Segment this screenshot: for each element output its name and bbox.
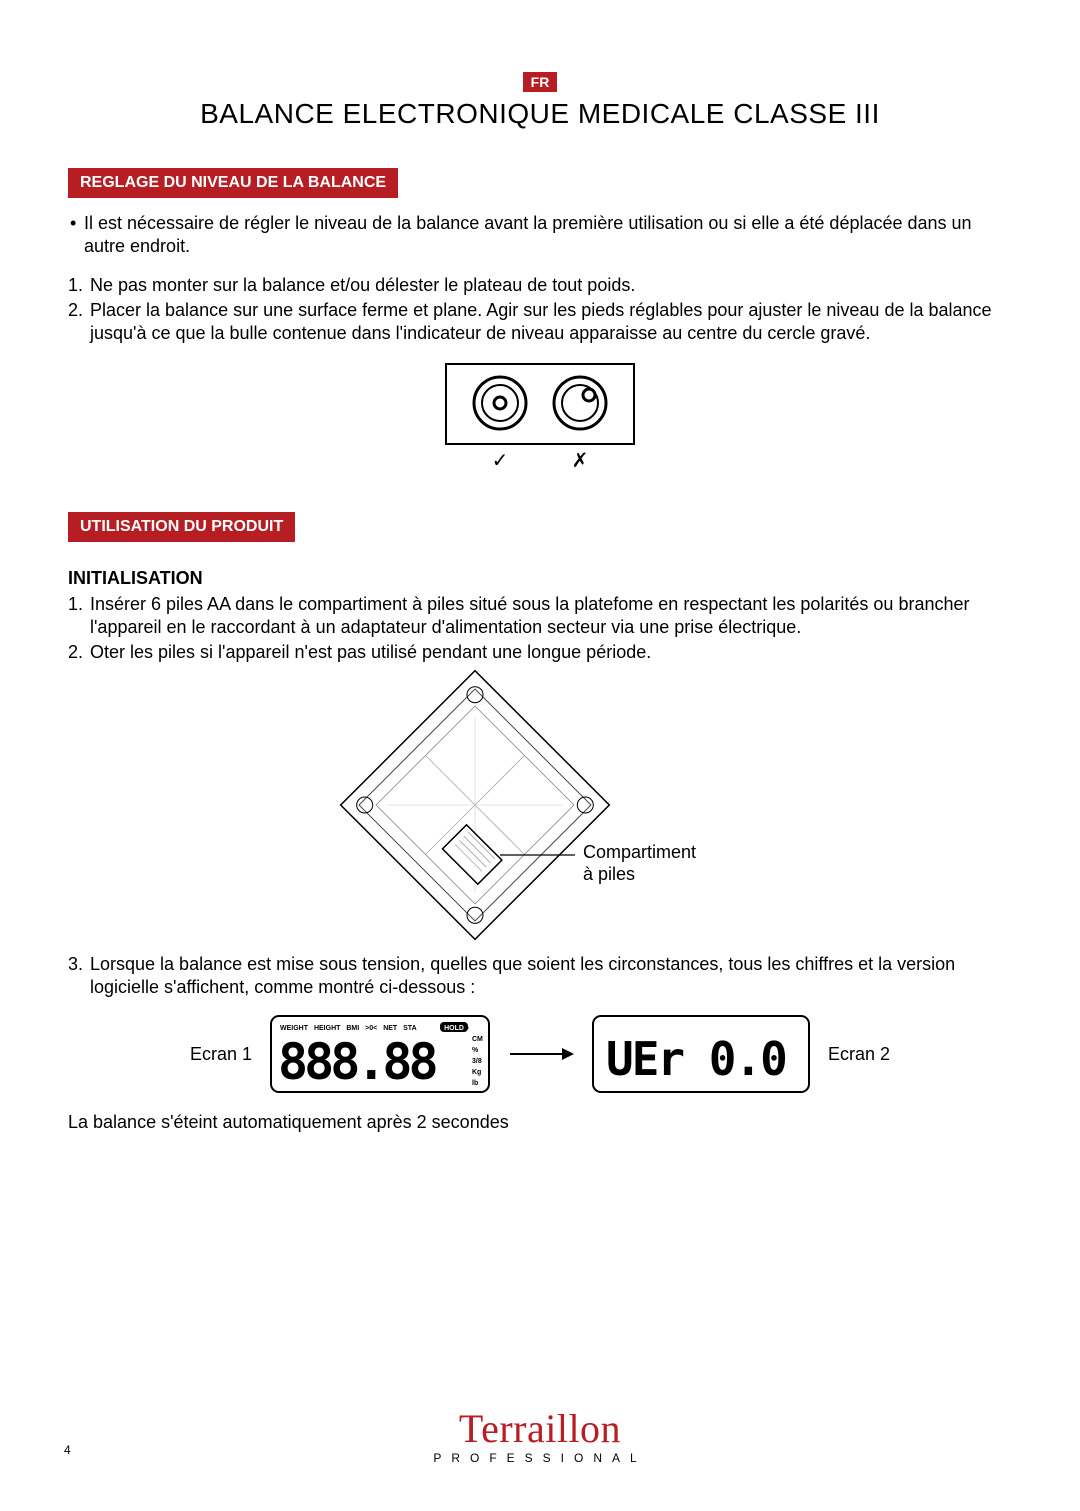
lcd-digits: 888.88 (278, 1033, 436, 1091)
step-text: Ne pas monter sur la balance et/ou déles… (90, 274, 635, 297)
screen2-label: Ecran 2 (828, 1044, 890, 1065)
screens-row: Ecran 1 WEIGHT HEIGHT BMI >0< NET STA HO… (68, 1015, 1012, 1093)
intro-bullet-text: Il est nécessaire de régler le niveau de… (84, 212, 1012, 258)
level-figure: ✓ ✗ (68, 363, 1012, 478)
step-item: Ne pas monter sur la balance et/ou déles… (68, 274, 1012, 297)
step-item: Insérer 6 piles AA dans le compartiment … (68, 593, 1012, 639)
unit-38: 3/8 (472, 1058, 482, 1065)
level-indicator-diagram: ✓ ✗ (445, 363, 635, 473)
lcd-screen-2: UEr 0.0 (592, 1015, 810, 1093)
section-label-reglage: REGLAGE DU NIVEAU DE LA BALANCE (68, 168, 398, 198)
step-item: Oter les piles si l'appareil n'est pas u… (68, 641, 1012, 664)
step-text: Placer la balance sur une surface ferme … (90, 299, 1012, 345)
step-text: Lorsque la balance est mise sous tension… (90, 953, 1012, 999)
step-item: Lorsque la balance est mise sous tension… (68, 953, 1012, 999)
intro-bullet: • Il est nécessaire de régler le niveau … (68, 212, 1012, 258)
arrow-icon (508, 1044, 574, 1064)
compartment-label-2: à piles (583, 864, 635, 884)
lcd-top-row: WEIGHT HEIGHT BMI >0< NET STA (280, 1025, 417, 1032)
check-icon: ✓ (492, 450, 509, 472)
scale-underside-figure: Compartiment à piles (68, 680, 1012, 935)
unit-pct: % (472, 1047, 479, 1054)
unit-lb: lb (472, 1080, 478, 1087)
section-label-utilisation: UTILISATION DU PRODUIT (68, 512, 295, 542)
step-text: Insérer 6 piles AA dans le compartiment … (90, 593, 1012, 639)
unit-kg: Kg (472, 1069, 481, 1076)
page-title: BALANCE ELECTRONIQUE MEDICALE CLASSE III (68, 98, 1012, 130)
bullet-dot: • (68, 212, 84, 258)
unit-cm: CM (472, 1036, 483, 1043)
step-item: Placer la balance sur une surface ferme … (68, 299, 1012, 345)
brand-subtitle: PROFESSIONAL (0, 1451, 1080, 1465)
screen1-label: Ecran 1 (190, 1044, 252, 1065)
cross-icon: ✗ (572, 450, 589, 472)
auto-off-note: La balance s'éteint automatiquement aprè… (68, 1111, 1012, 1134)
section2-step-3: Lorsque la balance est mise sous tension… (68, 953, 1012, 999)
section2-steps-12: Insérer 6 piles AA dans le compartiment … (68, 593, 1012, 664)
scale-underside-diagram: Compartiment à piles (325, 680, 755, 930)
brand-name: Terraillon (0, 1409, 1080, 1449)
manual-page: FR BALANCE ELECTRONIQUE MEDICALE CLASSE … (0, 0, 1080, 1511)
section1-steps: Ne pas monter sur la balance et/ou déles… (68, 274, 1012, 345)
svg-text:": " (466, 1026, 469, 1035)
step-text: Oter les piles si l'appareil n'est pas u… (90, 641, 651, 664)
lcd-screen-1: WEIGHT HEIGHT BMI >0< NET STA HOLD 888.8… (270, 1015, 490, 1093)
footer-brand: Terraillon PROFESSIONAL (0, 1409, 1080, 1465)
lcd2-text: UEr 0.0 (606, 1032, 786, 1086)
subheading-initialisation: INITIALISATION (68, 568, 1012, 589)
language-badge: FR (523, 72, 557, 92)
compartment-label-1: Compartiment (583, 842, 696, 862)
